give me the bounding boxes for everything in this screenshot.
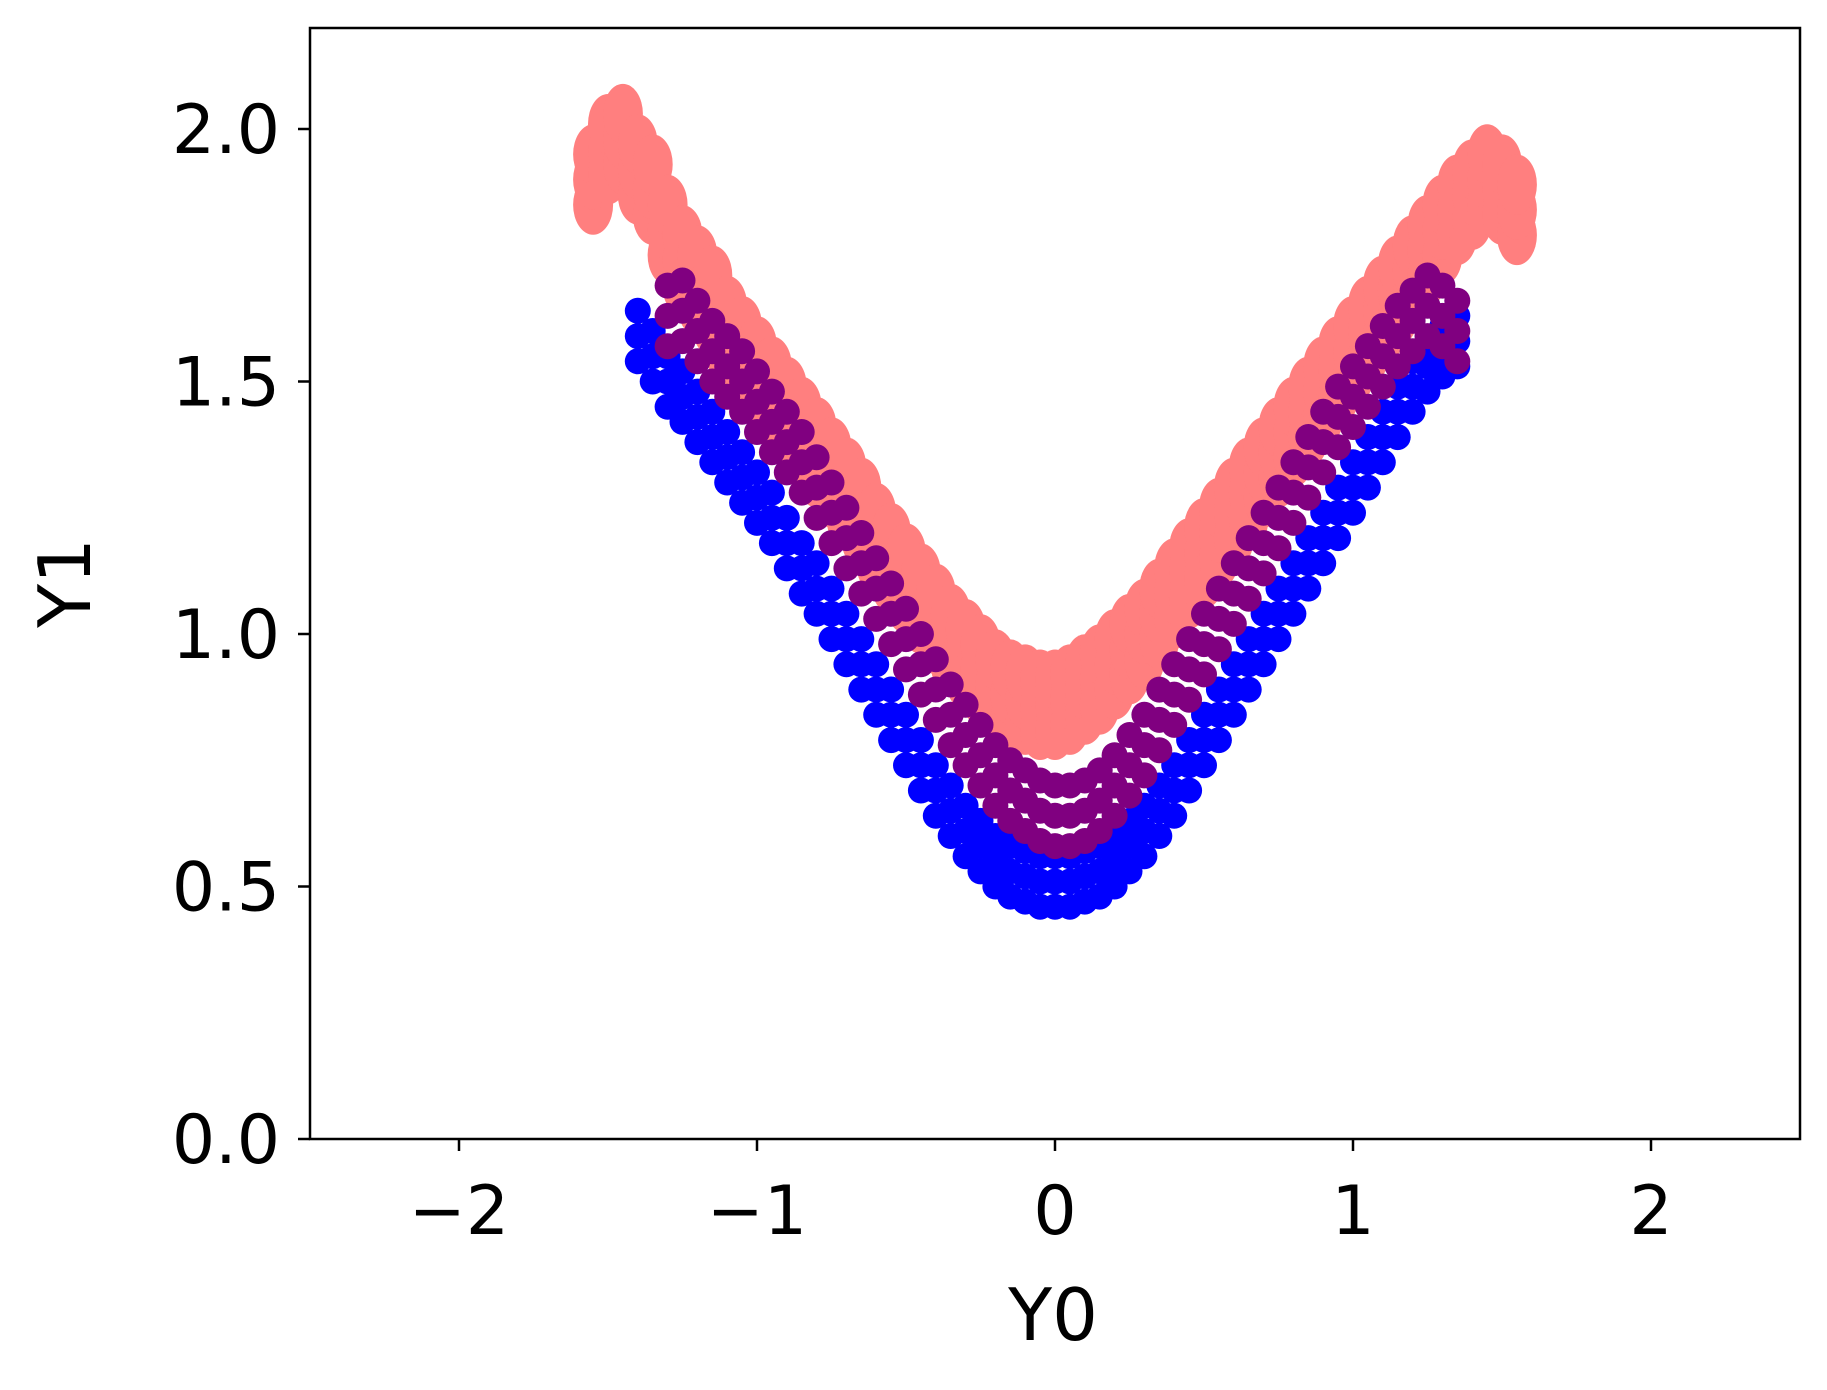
y-tick-label: 1.0 [172, 596, 280, 675]
x-axis: −2 −1 0 1 2 [409, 1139, 1673, 1251]
series-2 [624, 297, 1471, 920]
series-3-point [744, 358, 770, 385]
series-2-point [729, 439, 756, 466]
series-2-point [1369, 449, 1396, 476]
y-tick-label: 2.0 [172, 91, 280, 170]
series-2-point [1280, 600, 1307, 627]
series-3-point [1295, 484, 1322, 511]
series-2-point [893, 701, 919, 728]
x-tick-label: −1 [707, 1172, 807, 1251]
series-2-point [922, 752, 949, 779]
series-2-point [1384, 424, 1411, 451]
series-3-point [1176, 686, 1203, 713]
series-2-point [1220, 701, 1247, 728]
series-3-point [1235, 585, 1262, 612]
y-tick-label: 1.5 [172, 344, 280, 423]
series-2-point [803, 550, 830, 577]
series-3-point [1250, 560, 1277, 587]
series-2-point [1176, 777, 1203, 804]
series-2-point [714, 419, 741, 445]
series-3-point [878, 570, 905, 597]
series-3-point [684, 287, 711, 314]
series-2-point [1354, 474, 1381, 501]
series-3-point [1265, 535, 1292, 562]
series-2-point [848, 626, 875, 653]
series-3-point [1340, 414, 1366, 440]
series-3-point [1444, 287, 1471, 314]
series-3-point [1310, 459, 1337, 486]
series-3-point [1191, 661, 1217, 688]
series-2-point [758, 479, 785, 506]
x-tick-label: 0 [1033, 1172, 1076, 1251]
series-3-point [1369, 373, 1396, 400]
series-3-point [1444, 318, 1471, 344]
series-2-point [878, 676, 905, 703]
series-2-point [937, 772, 964, 799]
series-2-point [773, 504, 800, 531]
x-tick-label: −2 [409, 1172, 509, 1251]
series-3-point [833, 494, 860, 521]
series-2-point [1310, 550, 1337, 577]
x-axis-label: Y0 [1007, 1273, 1098, 1357]
series-3-point [1444, 348, 1471, 375]
series-3-point [729, 338, 756, 365]
x-tick-label: 1 [1331, 1172, 1374, 1251]
series-2-point [1146, 823, 1173, 849]
series-3-point [758, 378, 785, 405]
series-3-point [922, 646, 949, 673]
series-2-point [1265, 626, 1292, 653]
series-2-point [1325, 525, 1352, 552]
series-2-point [1235, 676, 1262, 703]
y-tick-label: 0.0 [172, 1101, 280, 1180]
series-3-point [967, 711, 994, 738]
series-3-point [1161, 711, 1188, 738]
series-3-point [1205, 636, 1232, 663]
series-2-point [818, 575, 845, 602]
series-2-point [1191, 752, 1217, 779]
series-3-point [907, 621, 934, 647]
series-2-point [624, 297, 651, 324]
series-2-point [833, 600, 860, 627]
series-2-point [863, 651, 890, 678]
series-2-point [1340, 499, 1366, 526]
series-3-point [788, 419, 815, 445]
series-2-point [788, 530, 815, 557]
series-3-point [848, 520, 875, 546]
series-3-point [773, 398, 800, 425]
y-tick-label: 0.5 [172, 849, 280, 928]
series-3-point [1354, 393, 1381, 420]
series-3-point [863, 545, 890, 572]
x-tick-label: 2 [1629, 1172, 1672, 1251]
series-3-point [1280, 509, 1307, 536]
plot-area-background [310, 28, 1800, 1139]
series-3-point [937, 671, 964, 698]
series-3-point [1116, 782, 1143, 809]
series-2-point [1131, 843, 1158, 870]
y-axis: 0.0 0.5 1.0 1.5 2.0 [172, 91, 310, 1180]
series-2-point [1250, 651, 1277, 678]
series-3-point [1146, 737, 1173, 764]
series-2-point [1295, 575, 1322, 602]
series-1-point [1496, 154, 1537, 215]
y-axis-label: Y1 [23, 538, 107, 629]
series-3-point [1325, 434, 1352, 461]
series-3-point [1131, 762, 1158, 789]
series-3-point [893, 595, 919, 622]
series-3-point [952, 691, 979, 718]
series-3-point [669, 267, 696, 294]
series-2-point [744, 459, 770, 486]
series-2-point [1161, 802, 1188, 829]
series-2-point [907, 727, 934, 753]
series-2-point [1205, 727, 1232, 754]
series-3-point [1101, 802, 1128, 829]
series-layer [573, 83, 1537, 920]
series-3-point [1220, 610, 1247, 637]
series-3-point [818, 469, 845, 496]
series-3-point [803, 444, 830, 471]
series-3 [654, 262, 1471, 860]
series-2-point [1399, 398, 1426, 425]
